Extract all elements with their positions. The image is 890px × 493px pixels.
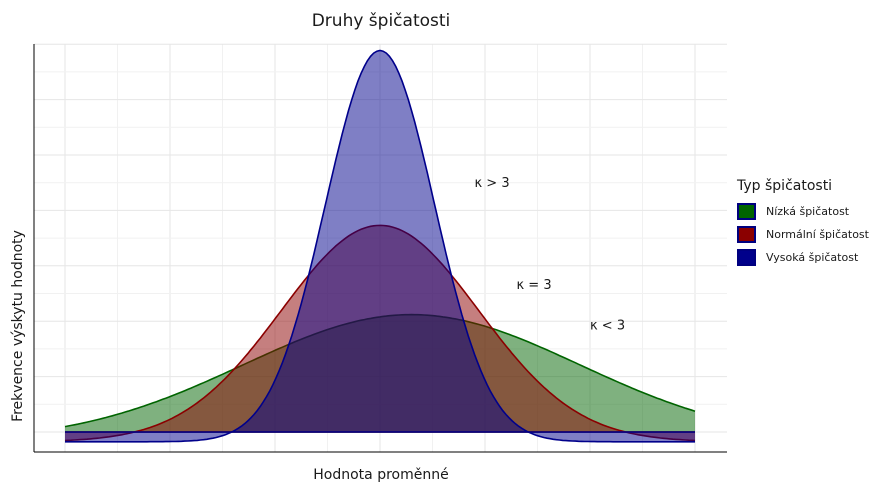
area-series-2: [65, 50, 695, 442]
annotations: κ > 3 κ = 3 κ < 3: [475, 176, 626, 334]
legend-label: Nízká špičatost: [766, 205, 850, 218]
legend-label: Vysoká špičatost: [766, 251, 859, 264]
density-areas: [64, 49, 696, 443]
annotation-1: κ = 3: [517, 278, 552, 293]
annotation-0: κ > 3: [475, 176, 510, 191]
annotation-2: κ < 3: [590, 319, 625, 334]
chart-title: Druhy špičatosti: [312, 11, 451, 31]
legend-item-0: Nízká špičatost: [737, 200, 869, 223]
legend: Typ špičatosti Nízká špičatost Normální š…: [737, 178, 869, 269]
legend-item-1: Normální špičatost: [737, 223, 869, 246]
legend-swatch: [737, 226, 756, 243]
axes: [33, 44, 727, 453]
legend-item-2: Vysoká špičatost: [737, 246, 869, 269]
line-series-2: [65, 49, 695, 443]
legend-title: Typ špičatosti: [737, 178, 833, 194]
legend-swatch: [737, 249, 756, 266]
x-axis-label: Hodnota proměnné: [313, 467, 448, 483]
legend-label: Normální špičatost: [766, 228, 869, 241]
y-axis-label: Frekvence výskytu hodnoty: [10, 230, 26, 422]
legend-swatch: [737, 203, 756, 220]
legend-items: Nízká špičatost Normální špičatost Vysoká …: [737, 200, 869, 269]
